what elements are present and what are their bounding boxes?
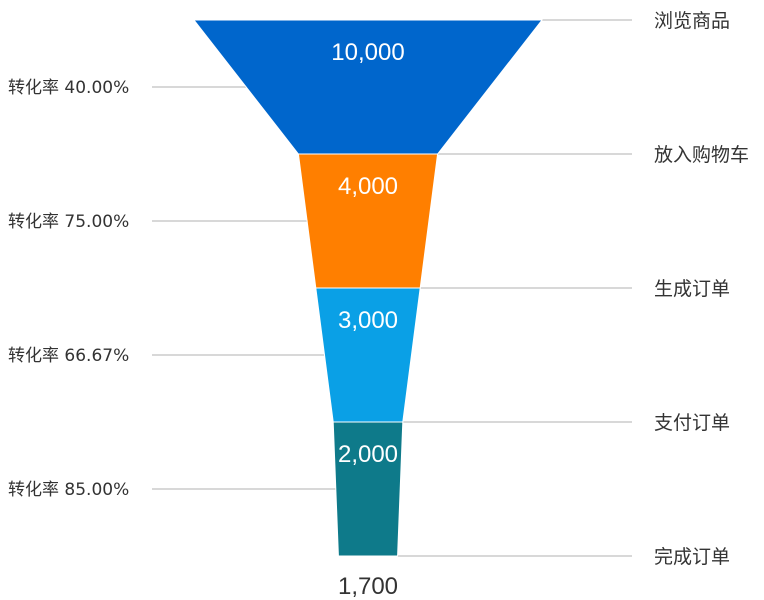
stage-value-label: 4,000 bbox=[338, 173, 398, 200]
stage-value-label: 3,000 bbox=[338, 307, 398, 334]
stage-name-label: 浏览商品 bbox=[654, 10, 730, 32]
stage-name-label: 生成订单 bbox=[654, 278, 730, 300]
conversion-rate-label: 转化率 66.67% bbox=[8, 346, 129, 366]
stage-value-label: 10,000 bbox=[331, 39, 404, 66]
stage-name-label: 完成订单 bbox=[654, 546, 730, 568]
stage-name-label: 放入购物车 bbox=[654, 144, 749, 166]
guide-lines bbox=[152, 19, 632, 557]
stage-value-label: 2,000 bbox=[338, 441, 398, 468]
funnel-segments bbox=[192, 19, 544, 557]
final-value-label: 1,700 bbox=[338, 573, 398, 600]
conversion-rate-label: 转化率 75.00% bbox=[8, 212, 129, 232]
conversion-rate-label: 转化率 40.00% bbox=[8, 78, 129, 98]
funnel-segment bbox=[332, 421, 404, 557]
stage-name-label: 支付订单 bbox=[654, 412, 730, 434]
conversion-rate-label: 转化率 85.00% bbox=[8, 480, 129, 500]
